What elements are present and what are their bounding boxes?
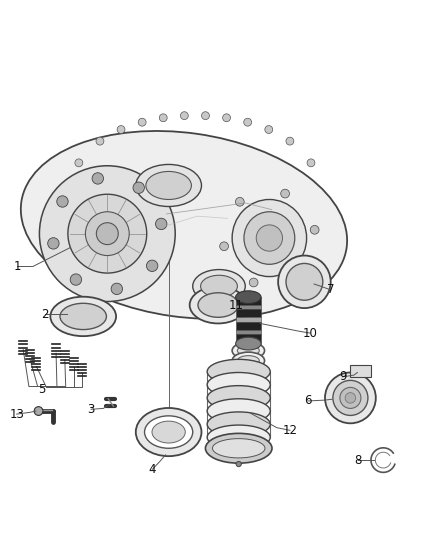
Circle shape (236, 197, 244, 206)
Ellipse shape (232, 342, 265, 359)
Circle shape (138, 118, 146, 126)
Text: 6: 6 (304, 394, 312, 407)
Circle shape (286, 137, 294, 145)
Ellipse shape (96, 223, 118, 245)
Bar (236, 317, 261, 322)
Bar (236, 322, 261, 329)
Text: 13: 13 (9, 408, 24, 421)
Bar (236, 329, 261, 334)
Ellipse shape (201, 275, 237, 297)
Ellipse shape (198, 293, 238, 317)
Text: 2: 2 (41, 308, 49, 321)
Circle shape (244, 118, 251, 126)
Circle shape (96, 137, 104, 145)
Ellipse shape (236, 291, 261, 303)
Circle shape (223, 114, 230, 122)
Ellipse shape (136, 165, 201, 206)
Circle shape (34, 407, 43, 415)
Ellipse shape (278, 255, 331, 308)
Text: 12: 12 (283, 424, 297, 437)
Text: 1: 1 (14, 260, 21, 273)
Ellipse shape (345, 393, 356, 403)
Ellipse shape (232, 199, 307, 277)
Bar (236, 334, 261, 342)
Circle shape (249, 278, 258, 287)
Ellipse shape (237, 356, 259, 366)
Ellipse shape (50, 297, 116, 336)
Circle shape (155, 218, 167, 230)
Ellipse shape (236, 337, 261, 350)
Ellipse shape (39, 166, 175, 302)
Circle shape (307, 159, 315, 167)
Ellipse shape (207, 386, 270, 410)
Circle shape (117, 126, 125, 133)
Ellipse shape (333, 381, 368, 415)
Text: 4: 4 (148, 463, 156, 476)
Ellipse shape (256, 225, 283, 251)
Ellipse shape (152, 421, 185, 443)
Ellipse shape (85, 212, 129, 255)
Ellipse shape (207, 359, 270, 384)
Ellipse shape (244, 212, 295, 264)
Ellipse shape (68, 194, 147, 273)
Ellipse shape (207, 373, 270, 397)
Ellipse shape (340, 387, 361, 408)
Circle shape (201, 112, 209, 119)
Text: 8: 8 (355, 454, 362, 466)
Ellipse shape (207, 412, 270, 437)
Bar (236, 297, 261, 305)
Circle shape (92, 173, 103, 184)
Circle shape (310, 225, 319, 234)
Ellipse shape (146, 172, 191, 199)
FancyBboxPatch shape (350, 366, 371, 377)
Circle shape (146, 260, 158, 271)
Circle shape (281, 189, 290, 198)
Circle shape (75, 159, 83, 167)
Ellipse shape (232, 352, 265, 369)
Circle shape (111, 283, 123, 295)
Ellipse shape (190, 287, 247, 324)
Text: 11: 11 (229, 298, 244, 312)
Circle shape (265, 126, 273, 133)
Text: 9: 9 (339, 370, 346, 383)
Bar (236, 342, 261, 345)
Circle shape (236, 462, 241, 467)
Ellipse shape (60, 303, 106, 329)
Circle shape (70, 274, 81, 285)
Bar (236, 305, 261, 310)
Ellipse shape (136, 408, 201, 456)
Text: 7: 7 (326, 283, 334, 296)
Circle shape (133, 182, 145, 193)
Ellipse shape (207, 425, 270, 449)
Circle shape (220, 242, 229, 251)
Text: 5: 5 (38, 383, 45, 395)
Circle shape (159, 114, 167, 122)
Ellipse shape (193, 270, 245, 303)
Circle shape (294, 270, 303, 279)
Bar (236, 310, 261, 317)
Ellipse shape (21, 131, 347, 319)
Ellipse shape (205, 433, 272, 463)
Ellipse shape (286, 263, 323, 300)
Text: 10: 10 (303, 327, 318, 340)
Ellipse shape (237, 345, 259, 356)
Ellipse shape (212, 439, 265, 458)
Ellipse shape (145, 416, 193, 448)
Circle shape (48, 238, 59, 249)
Circle shape (180, 112, 188, 119)
Ellipse shape (325, 373, 376, 423)
Text: 3: 3 (88, 403, 95, 416)
Circle shape (57, 196, 68, 207)
Ellipse shape (207, 399, 270, 423)
